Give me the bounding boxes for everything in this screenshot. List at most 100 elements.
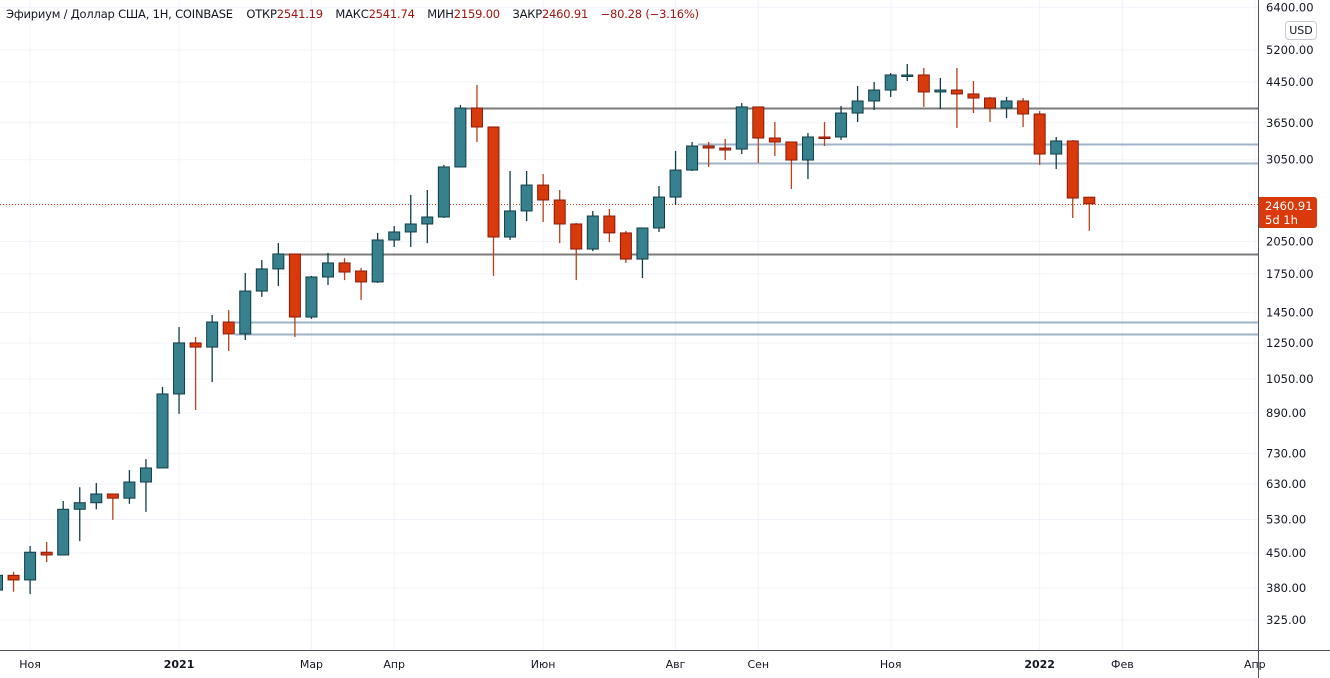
candle [272, 243, 285, 287]
candle [222, 310, 235, 351]
candle [719, 138, 732, 161]
candle-body [206, 321, 219, 348]
candle [553, 189, 566, 244]
candle-body [371, 239, 384, 283]
candle-body [719, 147, 732, 151]
time-tick-label: 2021 [164, 658, 195, 671]
time-tick-label: 2022 [1024, 658, 1055, 671]
high-value: 2541.74 [368, 7, 415, 21]
candle-body [702, 145, 715, 149]
candle [1033, 111, 1046, 165]
candle-body [222, 321, 235, 335]
candle [338, 258, 351, 281]
price-tick-label: 2050.00 [1266, 234, 1314, 248]
candle-body [768, 137, 781, 143]
time-tick-label: Июн [531, 658, 556, 671]
price-tick-label: 1250.00 [1266, 336, 1314, 350]
candle-body [520, 184, 533, 212]
time-tick-label: Ноя [880, 658, 902, 671]
candle-body [156, 393, 169, 469]
high-label: МАКС [335, 7, 369, 21]
candle-body [570, 223, 583, 250]
candle [239, 273, 252, 340]
candle [1000, 96, 1013, 119]
price-tick-label: 5200.00 [1266, 43, 1314, 57]
candle-body [40, 551, 53, 556]
currency-button[interactable]: USD [1285, 21, 1317, 40]
symbol-legend: Эфириум / Доллар США, 1Н, COINBASE ОТКР2… [6, 7, 708, 21]
candle [669, 150, 682, 205]
price-tick-label: 4450.00 [1266, 75, 1314, 89]
candle [206, 314, 219, 383]
candle-body [487, 126, 500, 238]
candle [901, 63, 914, 82]
time-tick-label: Апр [1244, 658, 1266, 671]
candle-body [421, 216, 434, 225]
candle-body [404, 223, 417, 233]
candle [984, 96, 996, 122]
candle-body [553, 199, 566, 225]
candle [917, 68, 930, 107]
candle [1083, 196, 1096, 231]
price-tick-label: 730.00 [1266, 447, 1306, 461]
candle [305, 275, 318, 319]
candle-body [255, 268, 268, 292]
candle-body [801, 136, 814, 161]
time-tick-label: Мар [300, 658, 323, 671]
candle-body [984, 97, 996, 109]
candle [950, 68, 963, 128]
candle [1066, 140, 1079, 218]
bar-countdown: 5d 1h [1265, 213, 1298, 227]
last-price-label: 2460.91 5d 1h [1259, 197, 1317, 228]
candle [586, 210, 599, 252]
candle-body [139, 467, 152, 483]
candle-body [1033, 113, 1046, 155]
candle-body [884, 74, 897, 91]
candle-body [57, 508, 70, 556]
candle-body [0, 574, 3, 591]
candle [106, 493, 119, 520]
candle-body [835, 112, 848, 138]
candle [884, 73, 897, 97]
candle [7, 571, 20, 592]
candle-body [950, 89, 963, 95]
candle [322, 252, 334, 286]
candle [40, 542, 53, 563]
candle [487, 126, 500, 276]
candle [868, 82, 881, 110]
open-value: 2541.19 [276, 7, 323, 21]
candle [504, 170, 517, 240]
candle-body [7, 574, 20, 581]
price-tick-label: 3650.00 [1266, 116, 1314, 130]
price-tick-label: 6400.00 [1266, 0, 1314, 14]
price-tick-label: 890.00 [1266, 406, 1306, 420]
candle-body [785, 141, 798, 161]
candle [404, 194, 417, 247]
candle [934, 77, 947, 109]
candle-body [73, 502, 86, 510]
candle-body [636, 227, 649, 260]
price-tick-label: 325.00 [1266, 613, 1306, 627]
candle [768, 121, 781, 157]
candle-body [288, 253, 301, 318]
candle [735, 103, 748, 155]
close-label: ЗАКР [512, 7, 542, 21]
candle [1017, 98, 1030, 127]
candle-body [752, 106, 765, 139]
candle-body [322, 262, 334, 278]
candle [603, 208, 616, 242]
candle [967, 81, 980, 114]
candle [785, 141, 798, 189]
candle-body [1000, 100, 1013, 109]
candle-body [818, 136, 831, 139]
candle [421, 189, 434, 244]
candle [702, 142, 715, 167]
candle [1050, 136, 1063, 169]
candle-body [586, 215, 599, 250]
candle-body [504, 210, 517, 238]
candle-body [967, 93, 980, 99]
candle-body [1066, 140, 1079, 199]
candle-body [272, 253, 285, 270]
candle [818, 121, 831, 147]
